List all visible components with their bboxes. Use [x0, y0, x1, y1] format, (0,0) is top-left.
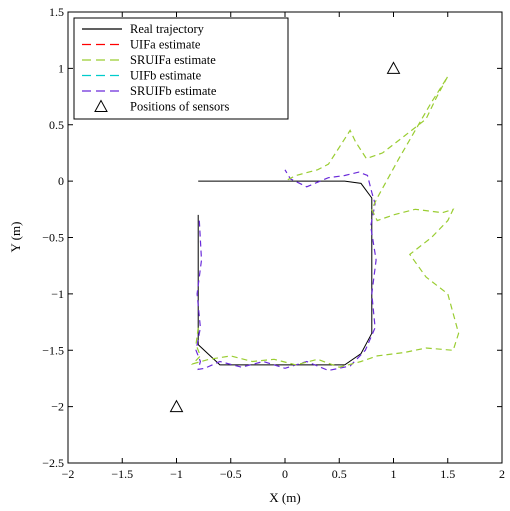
y-axis-label: Y (m) [8, 222, 23, 253]
legend-label: SRUIFa estimate [130, 53, 216, 67]
legend-label: SRUIFb estimate [130, 84, 217, 98]
y-tick-label: −1 [51, 287, 64, 301]
x-tick-label: 1.5 [440, 467, 455, 481]
sensor-marker [386, 61, 401, 74]
series-line-real-trajectory [197, 180, 373, 366]
y-tick-label: −0.5 [42, 231, 64, 245]
y-tick-label: −1.5 [42, 343, 64, 357]
sensor-marker [169, 399, 184, 413]
series-line-sruifa-estimate [190, 75, 460, 368]
series-line-sruifb-estimate [195, 169, 377, 372]
legend-label: Positions of sensors [130, 100, 229, 114]
y-tick-label: −2.5 [42, 456, 64, 470]
x-tick-label: 2 [499, 467, 505, 481]
x-tick-label: 1 [391, 467, 397, 481]
x-tick-label: −1.5 [111, 467, 133, 481]
x-tick-label: −1 [170, 467, 183, 481]
x-tick-label: −2 [62, 467, 75, 481]
legend-box [73, 17, 289, 120]
x-tick-label: 0 [282, 467, 288, 481]
data-layer [169, 61, 460, 413]
x-axis-label: X (m) [269, 490, 300, 505]
y-tick-label: 1.5 [49, 5, 64, 19]
axes-layer: −2 −1.5 −1 −0.5 0 0.5 1 1.5 2−2.5−2−1.5−1−0.500.… [42, 5, 505, 481]
legend-label: UIFa estimate [130, 38, 201, 52]
legend-label: Real trajectory [130, 22, 205, 36]
y-tick-label: 0.5 [49, 118, 64, 132]
x-tick-label: −0.5 [220, 467, 242, 481]
legend-marker-triangle-icon [94, 99, 108, 112]
y-tick-label: 1 [58, 61, 64, 75]
y-tick-label: −2 [51, 400, 64, 414]
y-tick-label: 0 [58, 174, 64, 188]
x-tick-label: 0.5 [332, 467, 347, 481]
legend-label: UIFb estimate [130, 69, 202, 83]
